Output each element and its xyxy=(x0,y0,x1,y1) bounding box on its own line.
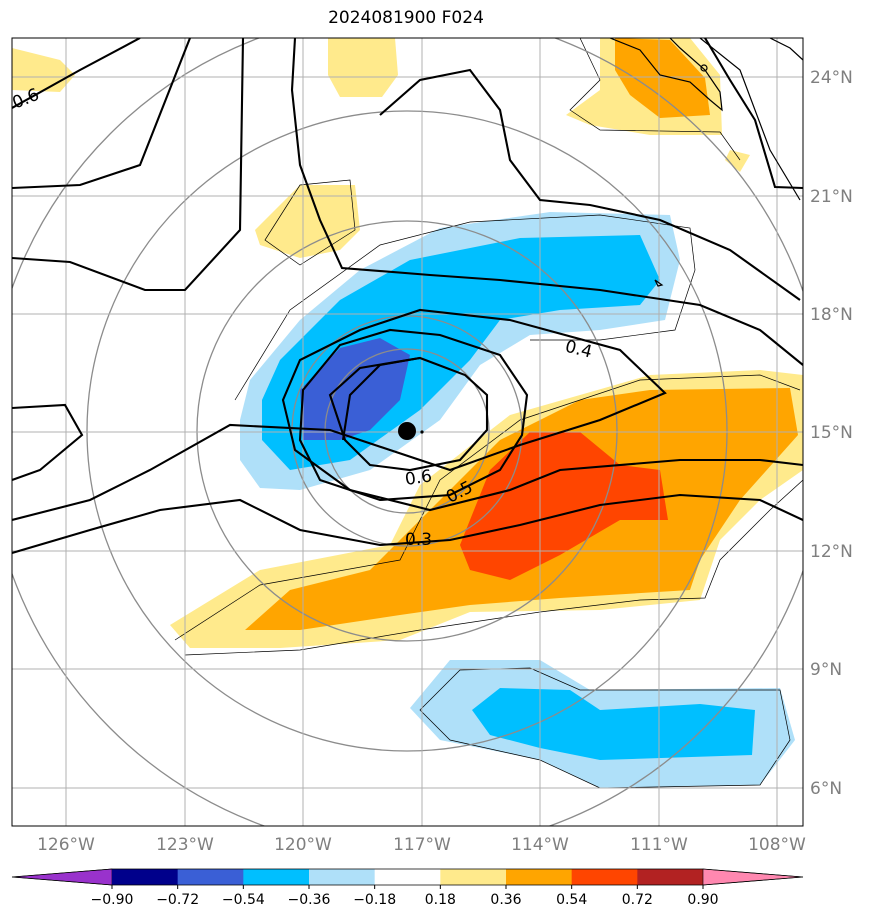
small-marker xyxy=(420,430,424,434)
colorbar-segment xyxy=(374,869,441,885)
colorbar-segment xyxy=(243,869,310,885)
contour-label: 0.4 xyxy=(563,337,594,363)
colorbar-segments xyxy=(11,868,804,886)
colorbar-tick-label: 0.90 xyxy=(687,892,718,908)
colorbar-segment xyxy=(506,869,573,885)
lat-label: 6°N xyxy=(810,779,842,799)
colorbar-tick-label: 0.18 xyxy=(425,892,456,908)
map-title: 2024081900 F024 xyxy=(328,8,484,28)
colorbar-segment xyxy=(440,869,507,885)
lon-label: 120°W xyxy=(274,835,332,855)
strong-positive-field xyxy=(460,432,668,580)
lon-label: 114°W xyxy=(511,835,569,855)
contour-label: 0.6 xyxy=(404,466,434,490)
latitude-labels: 24°N 21°N 18°N 15°N 12°N 9°N 6°N xyxy=(810,68,853,799)
colorbar-tick-label: −0.54 xyxy=(222,892,265,908)
lat-label: 9°N xyxy=(810,660,842,680)
colorbar-tick-label: −0.18 xyxy=(353,892,396,908)
lat-label: 15°N xyxy=(810,423,853,443)
colorbar-segment xyxy=(571,869,638,885)
storm-center-marker xyxy=(398,422,416,440)
lon-label: 108°W xyxy=(748,835,806,855)
lat-label: 18°N xyxy=(810,305,853,325)
lat-label: 24°N xyxy=(810,68,853,88)
colorbar-tick-label: −0.72 xyxy=(156,892,199,908)
colorbar-tick-label: 0.72 xyxy=(622,892,653,908)
lon-label: 111°W xyxy=(630,835,688,855)
colorbar-ticks: −0.90 −0.72 −0.54 −0.36 −0.18 0.18 0.36 0.54 0.7… xyxy=(91,885,719,908)
lat-label: 21°N xyxy=(810,187,853,207)
colorbar-segment xyxy=(177,869,244,885)
longitude-labels: 126°W 123°W 120°W 117°W 114°W 111°W 108°… xyxy=(37,835,806,855)
colorbar-segment xyxy=(702,868,804,886)
colorbar-segment xyxy=(637,869,704,885)
lon-label: 117°W xyxy=(393,835,451,855)
map-plot-area: 0.6 0.4 0.6 0.5 0.3 xyxy=(12,38,803,826)
colorbar-tick-label: −0.90 xyxy=(91,892,134,908)
colorbar-tick-label: −0.36 xyxy=(288,892,331,908)
colorbar-tick-label: 0.36 xyxy=(490,892,521,908)
colorbar-tick-label: 0.54 xyxy=(556,892,587,908)
plot-frame xyxy=(11,37,804,827)
coastline xyxy=(609,38,803,287)
lon-label: 123°W xyxy=(156,835,214,855)
contour-lines xyxy=(12,38,803,555)
lat-label: 12°N xyxy=(810,542,853,562)
colorbar-segment xyxy=(309,869,376,885)
colorbar-segment xyxy=(112,869,179,885)
contour-label: 0.3 xyxy=(405,530,432,550)
colorbar: −0.90 −0.72 −0.54 −0.36 −0.18 0.18 0.36 0.54 0.7… xyxy=(11,868,804,908)
colorbar-segment xyxy=(11,868,113,886)
lon-label: 126°W xyxy=(37,835,95,855)
